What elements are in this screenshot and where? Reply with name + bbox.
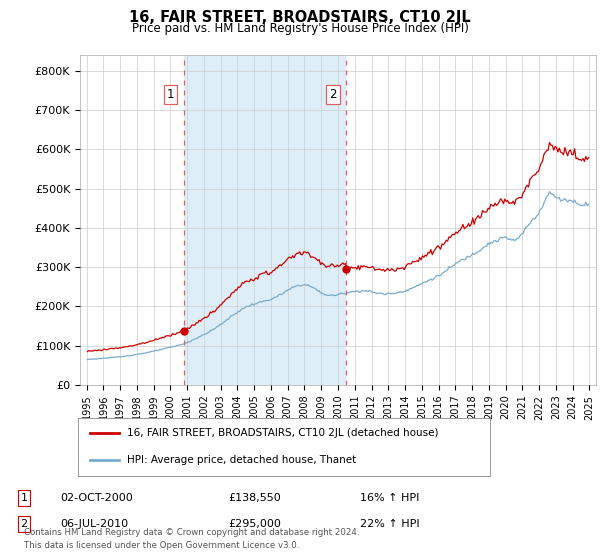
Text: HPI: Average price, detached house, Thanet: HPI: Average price, detached house, Than… <box>127 455 356 465</box>
Text: 02-OCT-2000: 02-OCT-2000 <box>60 493 133 503</box>
Text: 1: 1 <box>20 493 28 503</box>
Text: 06-JUL-2010: 06-JUL-2010 <box>60 519 128 529</box>
Text: 16, FAIR STREET, BROADSTAIRS, CT10 2JL: 16, FAIR STREET, BROADSTAIRS, CT10 2JL <box>129 10 471 25</box>
Text: £295,000: £295,000 <box>228 519 281 529</box>
Text: Contains HM Land Registry data © Crown copyright and database right 2024.
This d: Contains HM Land Registry data © Crown c… <box>24 529 359 550</box>
Text: 22% ↑ HPI: 22% ↑ HPI <box>360 519 419 529</box>
Bar <box>184 55 346 385</box>
Text: 16% ↑ HPI: 16% ↑ HPI <box>360 493 419 503</box>
Text: Price paid vs. HM Land Registry's House Price Index (HPI): Price paid vs. HM Land Registry's House … <box>131 22 469 35</box>
Text: 1: 1 <box>167 88 174 101</box>
Text: 2: 2 <box>329 88 337 101</box>
Text: £138,550: £138,550 <box>228 493 281 503</box>
Text: 16, FAIR STREET, BROADSTAIRS, CT10 2JL (detached house): 16, FAIR STREET, BROADSTAIRS, CT10 2JL (… <box>127 427 439 437</box>
Text: 2: 2 <box>20 519 28 529</box>
